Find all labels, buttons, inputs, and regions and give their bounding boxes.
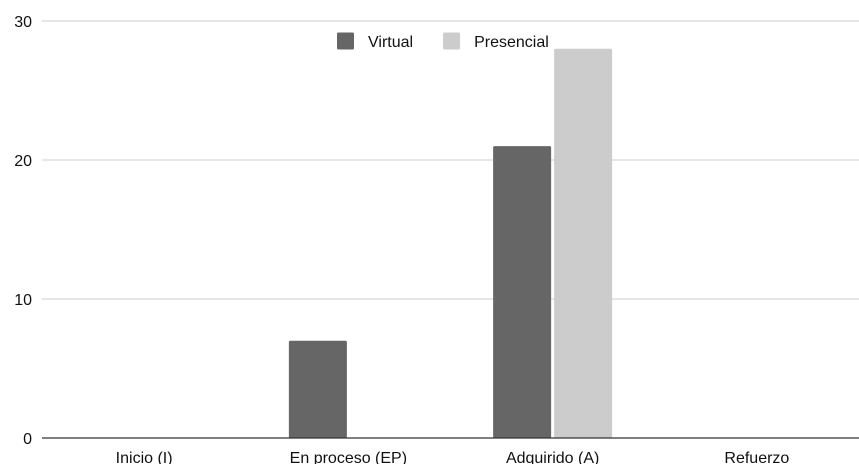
- legend-swatch: [443, 32, 461, 50]
- legend-item: Virtual: [337, 32, 413, 51]
- x-tick-label: Refuerzo: [724, 450, 789, 464]
- y-tick-label: 0: [23, 431, 32, 448]
- bar-presencial-2: [554, 48, 613, 439]
- grid-layer: [42, 20, 859, 300]
- axis-layer: 0 10 20 30 Inicio (I) En proceso (EP) Adquirid…: [14, 14, 859, 464]
- bar-virtual-1: [288, 340, 347, 438]
- x-tick-label: En proceso (EP): [290, 450, 407, 464]
- legend-items: Virtual Presencial: [337, 32, 549, 51]
- legend-label: Virtual: [368, 34, 413, 51]
- legend: Virtual Presencial: [337, 32, 549, 51]
- legend-label: Presencial: [474, 34, 549, 51]
- x-tick-label: Inicio (I): [116, 450, 173, 464]
- y-tick-label: 30: [14, 14, 32, 31]
- legend-swatch: [337, 32, 354, 50]
- x-tick-label: Adquirido (A): [506, 450, 599, 464]
- y-tick-label: 20: [14, 153, 32, 170]
- legend-item: Presencial: [443, 32, 549, 51]
- bar-virtual-2: [493, 146, 552, 438]
- y-tick-label: 10: [14, 292, 32, 309]
- bars-layer: [288, 48, 613, 439]
